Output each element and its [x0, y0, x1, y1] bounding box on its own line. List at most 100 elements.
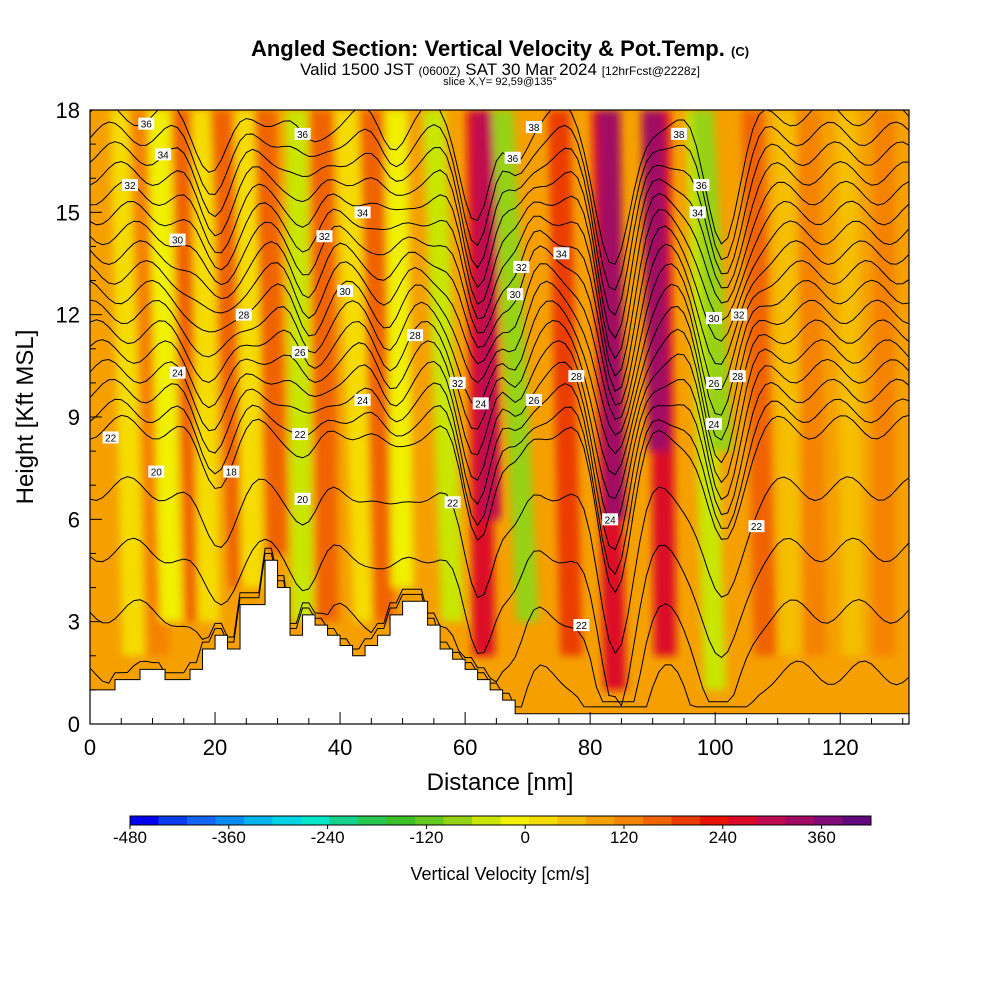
contour-label: 30 [705, 312, 722, 325]
colorbar-swatch [215, 816, 245, 825]
x-tick-label: 60 [453, 735, 477, 760]
contour-label: 36 [138, 117, 155, 131]
velocity-band [547, 110, 583, 656]
velocity-band [772, 110, 802, 656]
isentrope-line [90, 220, 909, 392]
chart-subtitle: Valid 1500 JST (0600Z) SAT 30 Mar 2024 [… [0, 60, 1000, 80]
colorbar-swatch [586, 816, 615, 825]
isentrope-line [90, 180, 909, 360]
colorbar-swatch [785, 816, 815, 825]
velocity-band [835, 110, 864, 656]
colorbar-tick-label: 240 [709, 828, 737, 847]
contour-label: 24 [169, 366, 186, 380]
svg-text:24: 24 [605, 515, 617, 526]
svg-text:30: 30 [510, 290, 522, 301]
svg-text:28: 28 [410, 331, 422, 342]
contour-label: 18 [223, 465, 240, 479]
svg-text:34: 34 [692, 208, 704, 219]
contour-label: 38 [670, 127, 687, 141]
svg-text:32: 32 [319, 232, 331, 243]
colorbar-swatch [500, 816, 530, 825]
svg-text:30: 30 [340, 287, 352, 298]
svg-text:34: 34 [158, 150, 170, 161]
valid-utc: (0600Z) [418, 64, 461, 78]
isentrope-line [90, 398, 909, 575]
x-tick-label: 100 [697, 735, 734, 760]
x-tick-label: 80 [578, 735, 602, 760]
isentrope-line [90, 414, 909, 594]
colorbar-swatch [158, 816, 188, 825]
isentrope-line [90, 476, 909, 655]
svg-text:18: 18 [226, 468, 238, 479]
isentrope-line [90, 279, 909, 436]
contour-label: 32 [122, 179, 139, 192]
svg-text:32: 32 [124, 181, 136, 192]
colorbar-swatch [557, 816, 587, 825]
colorbar-tick-label: -480 [113, 828, 147, 847]
colorbar-tick-label: 360 [807, 828, 835, 847]
colorbar-swatch [614, 816, 644, 825]
contour-label: 36 [693, 179, 710, 192]
isentrope-line [90, 319, 909, 476]
valid-time: Valid 1500 JST [300, 60, 414, 79]
contour-label: 26 [525, 393, 542, 407]
colorbar: -480 -360 -240 -120 0 120 240 360 [113, 815, 872, 847]
svg-text:24: 24 [708, 420, 720, 431]
isentrope-line [90, 339, 909, 500]
colorbar-swatch [443, 816, 473, 825]
y-tick-label: 0 [68, 712, 80, 737]
contour-label: 30 [507, 288, 524, 301]
contour-label: 22 [748, 520, 765, 533]
svg-text:22: 22 [576, 621, 588, 632]
svg-text:36: 36 [696, 181, 708, 192]
contour-label: 34 [689, 206, 706, 219]
svg-text:34: 34 [357, 208, 369, 219]
colorbar-tick-label: 120 [610, 828, 638, 847]
isentrope-line [90, 200, 909, 378]
x-tick-label: 40 [328, 735, 352, 760]
colorbar-swatch [643, 816, 672, 825]
contour-label: 30 [169, 233, 186, 247]
y-tick-label: 3 [68, 610, 80, 635]
colorbar-swatch [130, 816, 159, 825]
forecast-info: [12hrFcst@2228z] [601, 64, 700, 78]
contour-label: 36 [294, 127, 311, 141]
svg-text:22: 22 [105, 433, 117, 444]
velocity-band [472, 110, 502, 520]
y-tick-label: 15 [56, 200, 80, 225]
svg-text:26: 26 [708, 379, 720, 390]
colorbar-swatch [728, 816, 758, 825]
contour-label: 22 [102, 431, 119, 444]
colorbar-swatch [244, 816, 273, 825]
velocity-band [691, 110, 733, 452]
velocity-band [597, 110, 627, 520]
isentrope-line [90, 259, 909, 421]
colorbar-tick-label: -120 [409, 828, 443, 847]
colorbar-tick-label: -240 [311, 828, 345, 847]
svg-text:28: 28 [571, 372, 583, 383]
velocity-band [491, 110, 539, 622]
contour-label: 22 [292, 428, 309, 441]
isentrope-line [90, 240, 909, 406]
contour-label: 32 [730, 308, 747, 322]
colorbar-swatch [671, 816, 701, 825]
contour-label: 36 [504, 151, 521, 165]
contour-label: 24 [602, 513, 619, 526]
contour-label: 32 [513, 260, 530, 274]
isentrope-line [90, 121, 909, 291]
svg-text:38: 38 [528, 123, 540, 134]
contour-label: 22 [573, 619, 590, 632]
svg-text:30: 30 [708, 314, 720, 325]
velocity-band [335, 110, 377, 622]
contour-label: 26 [292, 346, 309, 359]
velocity-band [385, 110, 414, 588]
isentrope-line [90, 299, 909, 455]
contour-label: 28 [729, 370, 746, 383]
svg-text:34: 34 [556, 249, 568, 260]
velocity-band [110, 110, 145, 656]
y-tick-label: 12 [56, 303, 80, 328]
svg-text:28: 28 [238, 311, 250, 322]
isentrope-line [90, 141, 909, 316]
chart-title: Angled Section: Vertical Velocity & Pot.… [0, 36, 1000, 62]
